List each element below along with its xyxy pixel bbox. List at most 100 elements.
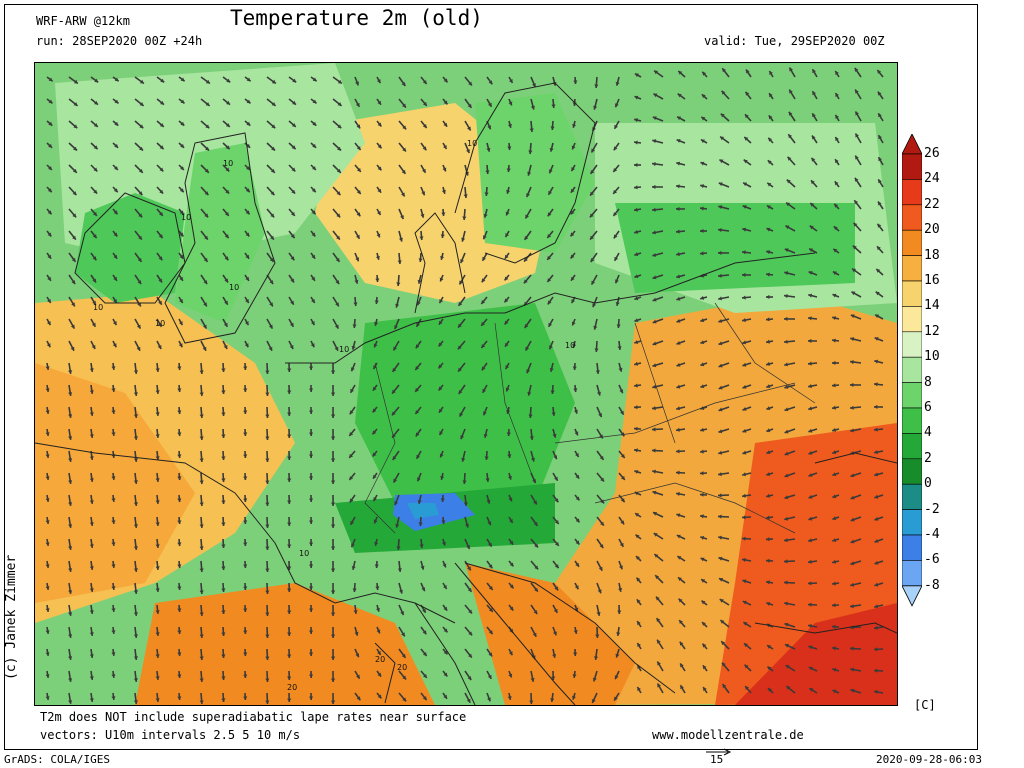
wind-arrow [464,142,471,154]
wind-arrow [375,582,380,591]
wind-arrow [68,120,78,129]
wind-arrow [718,340,730,346]
wind-arrow [480,340,488,349]
wind-arrow [783,580,796,585]
wind-arrow [310,164,317,171]
wind-arrow [133,406,138,418]
warm-field-tyrrhenian [135,583,435,705]
colorbar-segment [902,356,922,383]
wind-arrow [437,340,444,347]
wind-arrow [613,120,620,130]
wind-arrow [636,642,642,650]
wind-arrow [309,516,314,525]
wind-arrow [596,516,605,527]
wind-arrow [90,208,98,217]
wind-arrow [596,450,605,461]
colorbar-segment [902,280,922,307]
wind-arrow [677,70,686,78]
wind-arrow [155,472,160,482]
wind-arrow [68,494,73,507]
wind-arrow [68,274,76,285]
wind-arrow [652,340,664,346]
wind-arrow [618,516,625,525]
corsica-outline [374,642,396,704]
wind-arrow [528,406,533,419]
wind-arrow [550,384,555,395]
wind-arrow [354,164,362,173]
colorbar-tick-label: 20 [924,222,940,238]
wind-arrow [310,230,316,237]
colorbar-segment [902,229,922,256]
wind-arrow [831,603,840,608]
wind-arrow [200,98,211,107]
wind-arrow [442,142,448,150]
wind-arrow [678,598,686,606]
wind-arrow [765,339,774,344]
wind-arrow [221,604,226,615]
wind-arrow [552,450,558,460]
wind-arrow [530,516,539,527]
wind-arrow [507,692,512,701]
wind-arrow [45,428,50,437]
wind-arrow [552,516,560,525]
wind-arrow [767,159,774,166]
wind-arrow [854,67,862,78]
wind-arrow [651,184,664,189]
wind-arrow [636,620,642,628]
wind-arrow [741,295,752,300]
wind-arrow [549,142,554,152]
wind-arrow [596,472,605,483]
colorbar-segment [902,433,922,460]
wind-arrow [700,362,708,367]
wind-arrow [266,142,276,152]
wind-arrow [596,384,601,396]
wind-arrow [420,208,425,218]
wind-arrow [633,448,642,453]
wind-arrow [676,161,686,166]
wind-arrow [877,112,884,122]
wind-arrow [442,626,449,633]
wind-arrow [221,406,226,417]
wind-arrow [46,142,53,149]
wind-arrow [68,362,73,375]
wind-arrow [221,692,226,703]
wind-arrow [178,120,185,127]
wind-arrow [90,252,97,261]
wind-arrow [310,296,316,304]
wind-arrow [354,274,359,284]
wind-arrow [678,619,686,628]
wind-arrow [310,142,317,149]
wind-arrow [441,208,446,217]
wind-arrow [420,76,428,85]
wind-arrow [552,472,559,482]
vector-reference-value: 15 [710,753,724,766]
wind-arrow [45,604,50,613]
wind-arrow [766,227,774,232]
wind-arrow [527,384,532,396]
wind-arrow [719,598,730,606]
wind-arrow [505,208,510,216]
wind-arrow [331,692,336,705]
wind-arrow [287,626,292,637]
wind-arrow [464,560,472,571]
wind-arrow [349,516,356,526]
wind-arrow [376,120,383,127]
wind-arrow [700,138,708,144]
wind-arrow [156,98,165,106]
wind-arrow [807,361,818,366]
wind-arrow [221,648,226,659]
wind-arrow [676,513,686,518]
wind-arrow [875,268,884,276]
wind-arrow [112,274,118,282]
colorbar-tick-label: 16 [924,273,940,288]
wind-arrow [266,98,277,107]
wind-arrow [530,76,537,88]
wind-arrow [765,272,774,277]
wind-arrow [652,362,664,368]
wind-arrow [507,142,512,151]
wind-arrow [850,337,862,342]
wind-arrow [45,626,50,635]
wind-arrow [288,164,296,172]
wind-arrow [700,384,708,389]
wind-arrow [89,538,94,549]
